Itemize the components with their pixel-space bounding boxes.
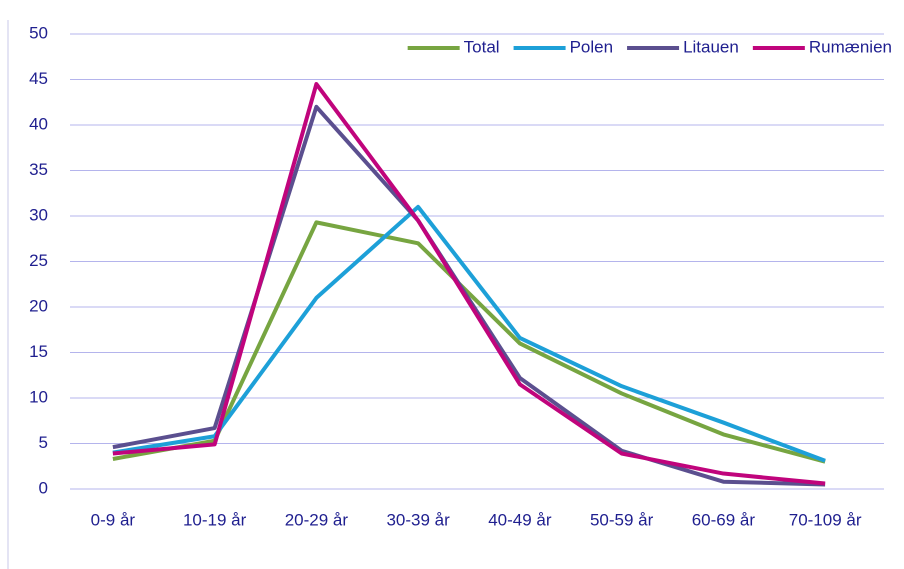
legend-label: Rumænien xyxy=(809,37,892,56)
series-line xyxy=(112,204,826,463)
y-tick-label: 20 xyxy=(29,296,48,315)
legend-label: Polen xyxy=(570,37,613,56)
series-line xyxy=(112,82,826,486)
y-tick-label: 30 xyxy=(29,205,48,224)
y-tick-label: 0 xyxy=(39,478,48,497)
series-line xyxy=(112,220,826,464)
legend-label: Litauen xyxy=(683,37,739,56)
y-tick-label: 10 xyxy=(29,387,48,406)
y-tick-label: 50 xyxy=(29,23,48,42)
x-tick-label: 40-49 år xyxy=(488,510,552,529)
y-tick-label: 40 xyxy=(29,114,48,133)
x-tick-label: 0-9 år xyxy=(91,510,136,529)
legend-label: Total xyxy=(464,37,500,56)
y-tick-label: 5 xyxy=(39,433,48,452)
y-tick-label: 45 xyxy=(29,69,48,88)
y-tick-label: 25 xyxy=(29,251,48,270)
x-tick-label: 30-39 år xyxy=(386,510,450,529)
y-tick-label: 35 xyxy=(29,160,48,179)
x-tick-label: 60-69 år xyxy=(692,510,756,529)
x-tick-label: 20-29 år xyxy=(285,510,349,529)
x-tick-label: 10-19 år xyxy=(183,510,247,529)
x-tick-label: 50-59 år xyxy=(590,510,654,529)
x-tick-label: 70-109 år xyxy=(789,510,862,529)
y-tick-label: 15 xyxy=(29,342,48,361)
